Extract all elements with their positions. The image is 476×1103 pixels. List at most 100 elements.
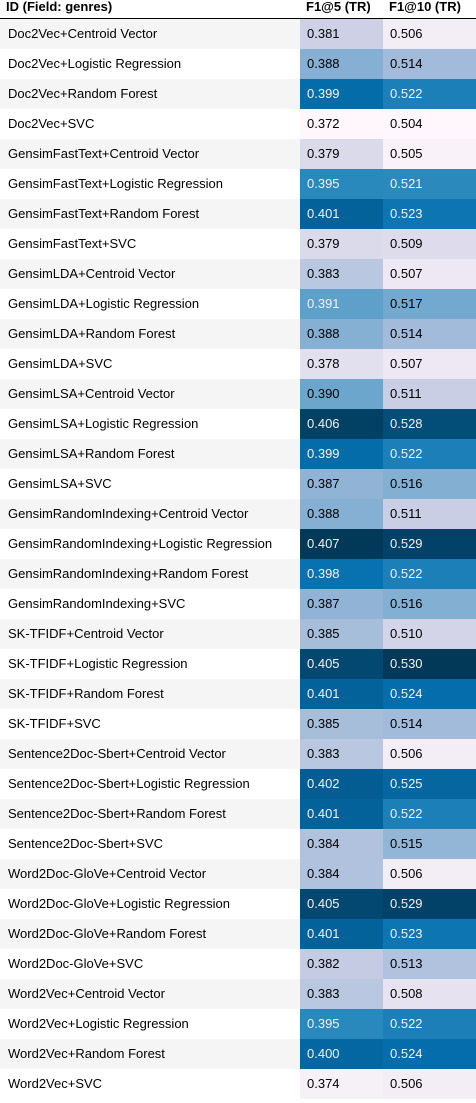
f1-at-10-cell: 0.529 xyxy=(383,528,476,559)
f1-at-5-cell: 0.374 xyxy=(300,1068,383,1099)
f1-at-10-cell: 0.509 xyxy=(383,228,476,259)
f1-at-5-cell: 0.405 xyxy=(300,888,383,919)
f1-at-5-cell: 0.401 xyxy=(300,678,383,709)
f1-at-10-cell: 0.523 xyxy=(383,918,476,949)
f1-at-10-cell: 0.521 xyxy=(383,168,476,199)
f1-at-5-cell: 0.398 xyxy=(300,558,383,589)
f1-at-5-cell: 0.387 xyxy=(300,588,383,619)
f1-at-5-cell: 0.379 xyxy=(300,228,383,259)
f1-at-5-cell: 0.381 xyxy=(300,18,383,49)
f1-at-5-cell: 0.400 xyxy=(300,1038,383,1069)
f1-at-5-cell: 0.372 xyxy=(300,108,383,139)
f1-at-10-cell: 0.524 xyxy=(383,678,476,709)
f1-at-5-cell: 0.395 xyxy=(300,1008,383,1039)
row-id: Word2Doc-GloVe+Random Forest xyxy=(0,918,300,949)
f1-at-5-cell: 0.399 xyxy=(300,78,383,109)
row-id: Doc2Vec+Random Forest xyxy=(0,78,300,109)
header-f1-at-10: F1@10 (TR) xyxy=(383,0,476,19)
row-id: Word2Vec+Centroid Vector xyxy=(0,978,300,1009)
f1-at-5-cell: 0.384 xyxy=(300,828,383,859)
f1-at-5-cell: 0.388 xyxy=(300,48,383,79)
f1-at-10-cell: 0.516 xyxy=(383,588,476,619)
table-row: Word2Vec+SVC 0.374 0.506 xyxy=(0,1068,476,1099)
row-id: Word2Doc-GloVe+SVC xyxy=(0,948,300,979)
row-id: GensimFastText+Logistic Regression xyxy=(0,168,300,199)
f1-at-5-cell: 0.401 xyxy=(300,918,383,949)
row-id: Sentence2Doc-Sbert+Logistic Regression xyxy=(0,768,300,799)
row-id: GensimLSA+Logistic Regression xyxy=(0,408,300,439)
table-row: Word2Doc-GloVe+SVC 0.382 0.513 xyxy=(0,948,476,979)
f1-at-10-cell: 0.515 xyxy=(383,828,476,859)
f1-at-5-cell: 0.387 xyxy=(300,468,383,499)
f1-at-5-cell: 0.395 xyxy=(300,168,383,199)
f1-at-10-cell: 0.522 xyxy=(383,438,476,469)
f1-at-5-cell: 0.385 xyxy=(300,708,383,739)
table-row: GensimLDA+Centroid Vector 0.383 0.507 xyxy=(0,258,476,289)
row-id: Word2Doc-GloVe+Logistic Regression xyxy=(0,888,300,919)
f1-at-5-cell: 0.405 xyxy=(300,648,383,679)
table-row: Word2Doc-GloVe+Logistic Regression 0.405 0… xyxy=(0,888,476,919)
row-id: GensimFastText+Random Forest xyxy=(0,198,300,229)
table-row: Sentence2Doc-Sbert+SVC 0.384 0.515 xyxy=(0,828,476,859)
f1-at-10-cell: 0.505 xyxy=(383,138,476,169)
f1-at-10-cell: 0.523 xyxy=(383,198,476,229)
f1-at-10-cell: 0.522 xyxy=(383,1008,476,1039)
f1-at-10-cell: 0.514 xyxy=(383,48,476,79)
row-id: GensimLDA+Centroid Vector xyxy=(0,258,300,289)
table-row: SK-TFIDF+Centroid Vector 0.385 0.510 xyxy=(0,618,476,649)
row-id: GensimLSA+SVC xyxy=(0,468,300,499)
table-row: Sentence2Doc-Sbert+Random Forest 0.401 0.5… xyxy=(0,798,476,829)
row-id: Word2Vec+Random Forest xyxy=(0,1038,300,1069)
f1-at-10-cell: 0.507 xyxy=(383,258,476,289)
header-id: ID (Field: genres) xyxy=(0,0,300,19)
f1-at-10-cell: 0.514 xyxy=(383,708,476,739)
f1-at-10-cell: 0.504 xyxy=(383,108,476,139)
f1-at-10-cell: 0.525 xyxy=(383,768,476,799)
table-row: GensimRandomIndexing+Logistic Regression… xyxy=(0,528,476,559)
table-row: GensimLSA+Centroid Vector 0.390 0.511 xyxy=(0,378,476,409)
row-id: GensimRandomIndexing+SVC xyxy=(0,588,300,619)
f1-at-10-cell: 0.517 xyxy=(383,288,476,319)
f1-at-5-cell: 0.399 xyxy=(300,438,383,469)
table-row: Word2Vec+Random Forest 0.400 0.524 xyxy=(0,1038,476,1069)
row-id: SK-TFIDF+Centroid Vector xyxy=(0,618,300,649)
table-row: Doc2Vec+Random Forest 0.399 0.522 xyxy=(0,78,476,109)
f1-at-10-cell: 0.510 xyxy=(383,618,476,649)
f1-at-5-cell: 0.383 xyxy=(300,258,383,289)
table-row: GensimFastText+Random Forest 0.401 0.523 xyxy=(0,198,476,229)
table-row: GensimLSA+Random Forest 0.399 0.522 xyxy=(0,438,476,469)
f1-at-10-cell: 0.522 xyxy=(383,558,476,589)
row-id: Doc2Vec+SVC xyxy=(0,108,300,139)
row-id: SK-TFIDF+SVC xyxy=(0,708,300,739)
table-row: GensimLDA+Logistic Regression 0.391 0.517 xyxy=(0,288,476,319)
row-id: GensimFastText+Centroid Vector xyxy=(0,138,300,169)
row-id: Word2Doc-GloVe+Centroid Vector xyxy=(0,858,300,889)
row-id: GensimLDA+Logistic Regression xyxy=(0,288,300,319)
f1-at-10-cell: 0.511 xyxy=(383,378,476,409)
table-row: Doc2Vec+SVC 0.372 0.504 xyxy=(0,108,476,139)
f1-at-10-cell: 0.506 xyxy=(383,18,476,49)
row-id: GensimLDA+SVC xyxy=(0,348,300,379)
f1-at-10-cell: 0.514 xyxy=(383,318,476,349)
table-row: Sentence2Doc-Sbert+Logistic Regression 0.… xyxy=(0,768,476,799)
table-row: GensimRandomIndexing+Centroid Vector 0.38… xyxy=(0,498,476,529)
f1-at-10-cell: 0.513 xyxy=(383,948,476,979)
table-row: GensimLSA+Logistic Regression 0.406 0.528 xyxy=(0,408,476,439)
table-row: GensimLSA+SVC 0.387 0.516 xyxy=(0,468,476,499)
row-id: Doc2Vec+Logistic Regression xyxy=(0,48,300,79)
table-row: GensimRandomIndexing+Random Forest 0.398 0… xyxy=(0,558,476,589)
f1-at-10-cell: 0.524 xyxy=(383,1038,476,1069)
f1-at-5-cell: 0.401 xyxy=(300,798,383,829)
f1-at-5-cell: 0.406 xyxy=(300,408,383,439)
f1-at-5-cell: 0.388 xyxy=(300,498,383,529)
f1-at-10-cell: 0.522 xyxy=(383,78,476,109)
table-row: Word2Vec+Centroid Vector 0.383 0.508 xyxy=(0,978,476,1009)
f1-at-10-cell: 0.529 xyxy=(383,888,476,919)
table-row: SK-TFIDF+Random Forest 0.401 0.524 xyxy=(0,678,476,709)
row-id: GensimRandomIndexing+Logistic Regression xyxy=(0,528,300,559)
table-row: Word2Doc-GloVe+Centroid Vector 0.384 0.506 xyxy=(0,858,476,889)
header-row: ID (Field: genres) F1@5 (TR) F1@10 (TR) xyxy=(0,0,476,19)
row-id: Sentence2Doc-Sbert+SVC xyxy=(0,828,300,859)
table-row: SK-TFIDF+Logistic Regression 0.405 0.530 xyxy=(0,648,476,679)
row-id: GensimFastText+SVC xyxy=(0,228,300,259)
